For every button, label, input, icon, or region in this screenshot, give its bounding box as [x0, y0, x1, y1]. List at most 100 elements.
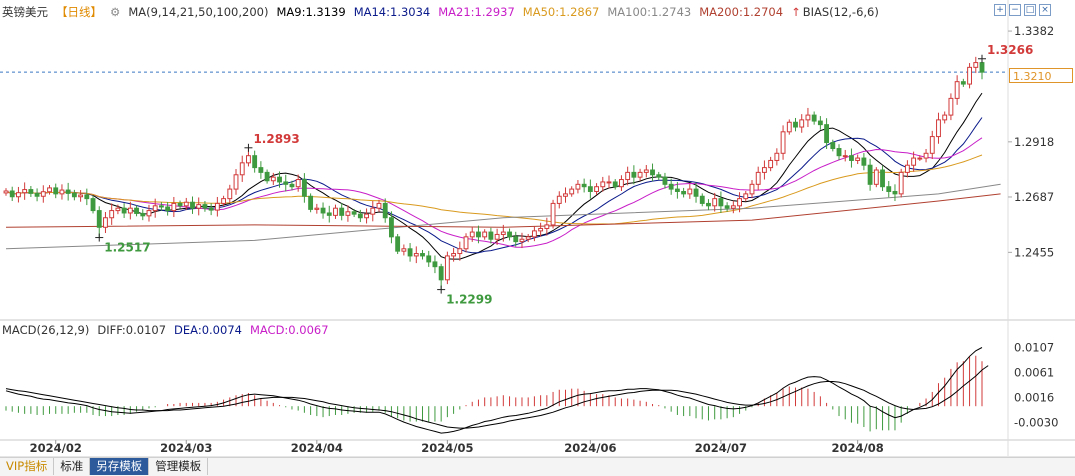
candle-body — [811, 114, 817, 122]
candle-body — [345, 211, 351, 216]
time-tick-label: 2024/02 — [30, 441, 82, 455]
time-tick-label: 2024/03 — [160, 441, 212, 455]
candle-body — [308, 195, 314, 210]
candle-body — [339, 207, 345, 216]
macd-value-label: MACD:0.0067 — [249, 323, 329, 337]
candle-body — [755, 171, 761, 185]
candle-body — [581, 183, 587, 188]
candle-body — [177, 202, 183, 207]
extreme-label: 1.3266 — [987, 43, 1033, 57]
candle-body — [34, 192, 40, 197]
settings-icon[interactable]: ⚙ — [110, 5, 121, 19]
candle-body — [78, 194, 84, 198]
candle-body — [706, 202, 711, 207]
ma14-line — [5, 117, 983, 254]
price-tick-label: 1.2687 — [1014, 190, 1054, 204]
candle-body — [451, 253, 457, 257]
macd-legend: MACD(26,12,9) DIFF:0.0107 DEA:0.0074 MAC… — [2, 322, 337, 338]
candle-body — [357, 213, 363, 219]
fullscreen-icon[interactable]: □ — [1024, 4, 1036, 16]
candle-body — [3, 190, 9, 194]
candle-body — [693, 188, 699, 197]
tab-manage-template[interactable]: 管理模板 — [149, 458, 209, 475]
candle-body — [326, 212, 332, 216]
candle-body — [221, 198, 227, 204]
zoom-out-icon[interactable]: − — [1009, 4, 1021, 16]
candle-body — [90, 198, 96, 212]
candle-body — [525, 236, 531, 240]
candle-body — [687, 188, 693, 195]
candle-body — [246, 155, 251, 164]
candle-body — [152, 205, 158, 212]
candle-body — [631, 171, 637, 178]
price-annotations: 1.3266 1.2893 1.2517 1.2299 — [95, 43, 1033, 307]
candle-body — [214, 202, 220, 211]
candle-body — [531, 230, 537, 238]
candle-body — [270, 176, 276, 182]
candle-body — [190, 201, 195, 209]
candle-body — [196, 204, 202, 209]
candle-body — [494, 233, 500, 240]
candle-body — [277, 176, 282, 183]
candle-body — [84, 194, 90, 200]
candle-body — [109, 210, 115, 219]
candle-body — [656, 174, 662, 178]
candle-body — [40, 191, 46, 197]
price-tick-label: 1.2918 — [1014, 135, 1054, 149]
axis-labels: 1.3382 1.2918 1.2687 1.2455 0.0107 0.0061 0.00… — [30, 24, 1059, 455]
tab-vip-indicator[interactable]: VIP指标 — [0, 458, 55, 475]
candle-body — [873, 169, 879, 185]
candle-body — [333, 207, 338, 216]
time-tick-label: 2024/05 — [421, 441, 473, 455]
candle-body — [121, 207, 127, 214]
candle-body — [444, 255, 450, 281]
candle-body — [16, 192, 21, 198]
candle-body — [9, 190, 15, 198]
candle-body — [936, 119, 941, 138]
candle-body — [544, 224, 550, 229]
candle-body — [165, 206, 171, 212]
extreme-label: 1.2299 — [446, 293, 492, 307]
candle-body — [842, 155, 848, 158]
candle-body — [420, 253, 425, 257]
candle-body — [71, 192, 77, 198]
time-tick-label: 2024/07 — [695, 441, 747, 455]
tab-standard[interactable]: 标准 — [54, 458, 91, 475]
candle-body — [28, 189, 34, 194]
candle-body — [743, 193, 749, 200]
candle-body — [351, 211, 357, 215]
macd-tick-label: -0.0030 — [1014, 416, 1058, 430]
candle-body — [855, 157, 861, 161]
candle-body — [563, 193, 568, 197]
macd-dif-line — [5, 347, 983, 434]
period-label[interactable]: 【日线】 — [56, 5, 102, 19]
template-tabs: VIP指标 标准 另存模板 管理模板 — [0, 457, 1075, 476]
candle-body — [301, 179, 307, 197]
candle-body — [662, 176, 668, 185]
candle-body — [432, 261, 438, 268]
candle-body — [127, 207, 133, 214]
candle-body — [59, 189, 65, 195]
price-legend: 英镑美元 【日线】 ⚙ MA(9,14,21,50,100,200) MA9:1… — [2, 4, 887, 20]
candle-body — [824, 124, 830, 144]
candle-body — [476, 231, 481, 238]
candle-body — [158, 205, 164, 208]
candle-body — [258, 167, 264, 173]
close-icon[interactable]: × — [1039, 4, 1051, 16]
candle-body — [103, 217, 108, 228]
candle-body — [892, 190, 898, 195]
candle-body — [53, 187, 59, 195]
macd-tick-label: 0.0016 — [1014, 390, 1054, 404]
candle-body — [724, 205, 730, 209]
candle-body — [239, 162, 245, 176]
candle-body — [904, 164, 910, 173]
ma200-line — [5, 193, 1001, 228]
zoom-in-icon[interactable]: + — [994, 4, 1006, 16]
candle-body — [718, 198, 724, 207]
candle-body — [967, 66, 972, 85]
tab-save-template[interactable]: 另存模板 — [90, 458, 150, 475]
ma21-label: MA21:1.2937 — [438, 5, 515, 19]
candle-body — [115, 207, 121, 212]
candle-body — [513, 236, 519, 243]
candle-body — [948, 97, 954, 116]
